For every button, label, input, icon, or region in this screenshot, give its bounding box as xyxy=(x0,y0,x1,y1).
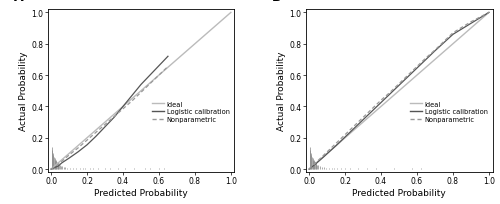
X-axis label: Predicted Probability: Predicted Probability xyxy=(352,188,446,197)
Text: B: B xyxy=(272,0,281,4)
Legend: Ideal, Logistic calibration, Nonparametric: Ideal, Logistic calibration, Nonparametr… xyxy=(409,100,489,124)
X-axis label: Predicted Probability: Predicted Probability xyxy=(94,188,188,197)
Text: A: A xyxy=(14,0,24,4)
Y-axis label: Actual Probability: Actual Probability xyxy=(278,52,286,131)
Y-axis label: Actual Probability: Actual Probability xyxy=(20,52,28,131)
Legend: Ideal, Logistic calibration, Nonparametric: Ideal, Logistic calibration, Nonparametr… xyxy=(151,100,231,124)
